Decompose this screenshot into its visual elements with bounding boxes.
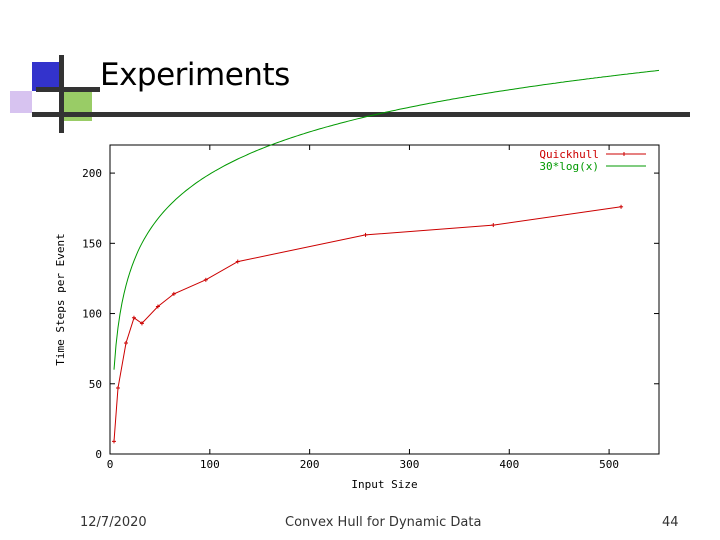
legend-label: Quickhull bbox=[539, 148, 599, 161]
x-tick-label: 400 bbox=[499, 458, 519, 471]
series-line-quickhull bbox=[113, 206, 622, 442]
quickhull-point bbox=[235, 259, 240, 264]
page-number: 44 bbox=[662, 515, 679, 530]
quickhull-point bbox=[139, 321, 144, 326]
quickhull-point bbox=[115, 385, 120, 390]
decor-vertical-bar bbox=[59, 55, 64, 133]
quickhull-point bbox=[491, 223, 496, 228]
quickhull-point bbox=[203, 277, 208, 282]
decor-white-square bbox=[32, 91, 62, 113]
y-tick-label: 0 bbox=[95, 448, 102, 461]
y-tick-label: 50 bbox=[89, 378, 102, 391]
y-axis-label: Time Steps per Event bbox=[54, 233, 67, 365]
quickhull-point bbox=[111, 439, 116, 444]
y-tick-label: 100 bbox=[82, 308, 102, 321]
footer-date: 12/7/2020 bbox=[80, 515, 147, 530]
quickhull-point bbox=[155, 304, 160, 309]
x-tick-label: 500 bbox=[599, 458, 619, 471]
series-line-log bbox=[113, 69, 660, 370]
quickhull-point bbox=[131, 315, 136, 320]
quickhull-point bbox=[619, 204, 624, 209]
title-underline bbox=[32, 112, 690, 117]
x-tick-label: 100 bbox=[200, 458, 220, 471]
footer-title: Convex Hull for Dynamic Data bbox=[285, 515, 482, 530]
quickhull-point bbox=[171, 291, 176, 296]
x-tick-label: 0 bbox=[107, 458, 114, 471]
plot-frame bbox=[109, 144, 660, 455]
y-tick-label: 200 bbox=[82, 167, 102, 180]
decor-horizontal-bar bbox=[36, 87, 100, 92]
slide-title: Experiments bbox=[100, 57, 290, 93]
axes: 0 50 100 150 200 0 100 200 300 400 500 bbox=[82, 145, 659, 471]
x-tick-label: 300 bbox=[400, 458, 420, 471]
x-tick-label: 200 bbox=[300, 458, 320, 471]
quickhull-point bbox=[123, 341, 128, 346]
x-axis-label: Input Size bbox=[351, 478, 417, 491]
series-layer bbox=[111, 69, 660, 444]
y-tick-label: 150 bbox=[82, 237, 102, 250]
quickhull-point bbox=[363, 232, 368, 237]
legend-label: 30*log(x) bbox=[539, 160, 599, 173]
